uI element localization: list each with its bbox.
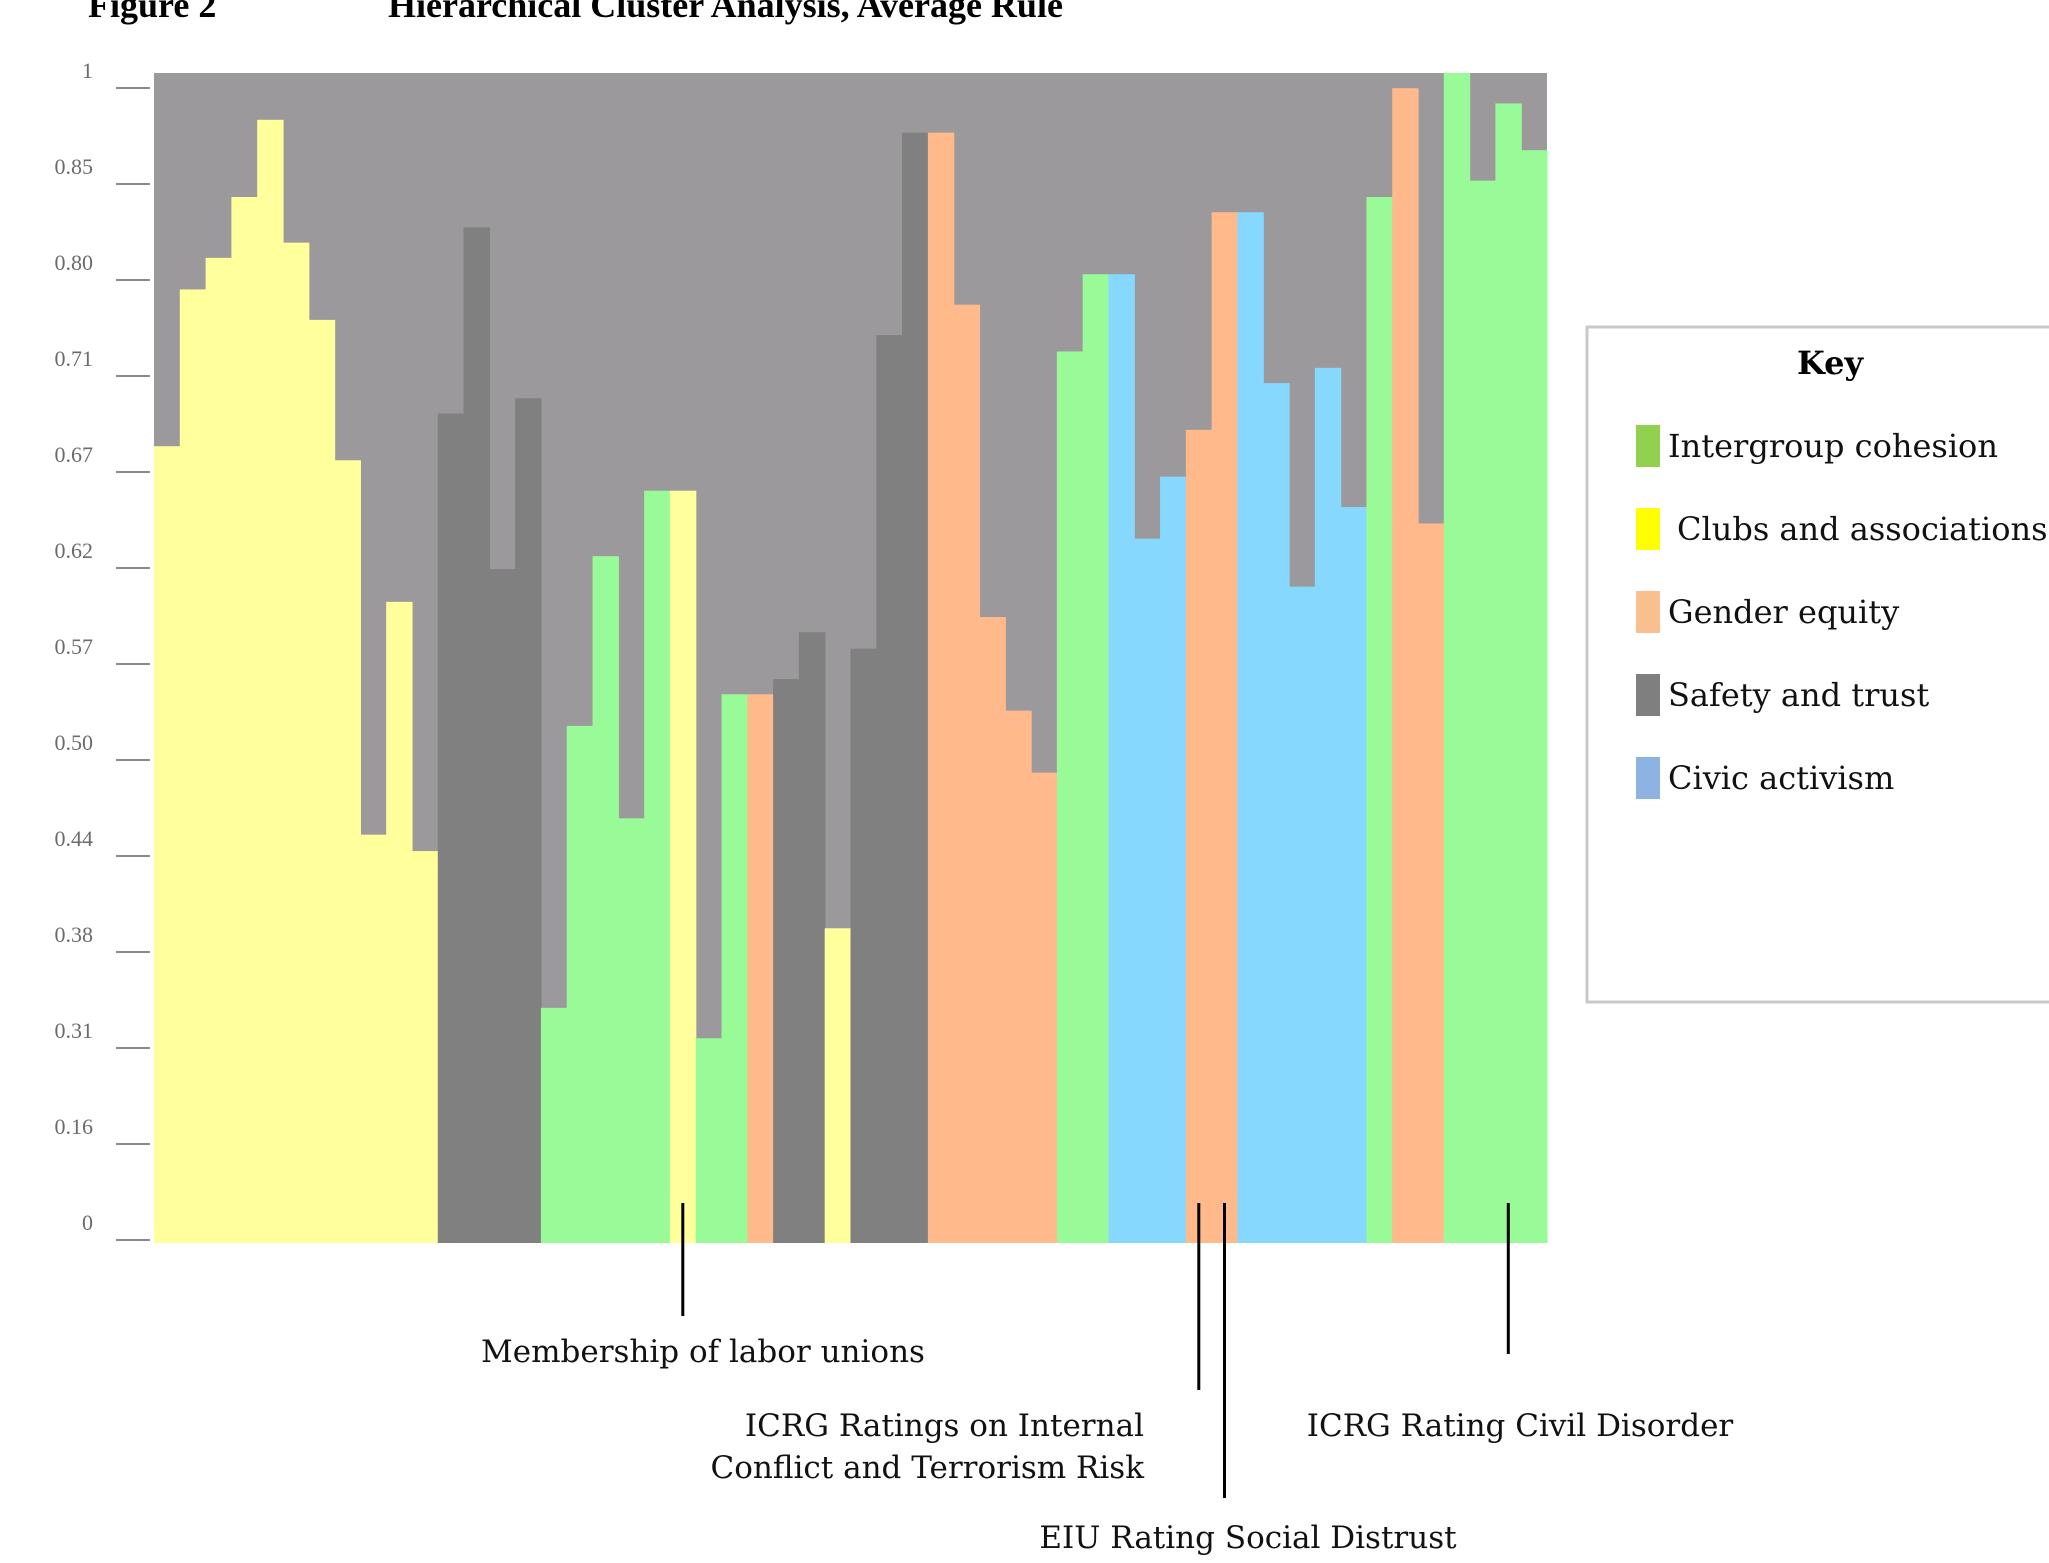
y-tick-label: 0.16: [55, 1114, 94, 1139]
bar-clubs-and-associations-2: [179, 289, 207, 1243]
bar-intergroup-cohesion-37: [1082, 274, 1110, 1243]
annotation-label: Membership of labor unions: [481, 1334, 925, 1370]
bar-safety-and-trust-12: [437, 413, 465, 1244]
bar-gender-equity-24: [747, 694, 774, 1243]
y-tick-label: 0.67: [55, 442, 94, 467]
bar-gender-equity-42: [1211, 212, 1239, 1244]
bar-civic-activism-46: [1314, 367, 1342, 1244]
bar-civic-activism-39: [1134, 538, 1161, 1243]
bar-intergroup-cohesion-48: [1366, 197, 1393, 1243]
legend-label-intergroup-cohesion: Intergroup cohesion: [1668, 427, 1998, 465]
bar-civic-activism-47: [1340, 507, 1368, 1243]
annotation-label: ICRG Ratings on Internal: [745, 1408, 1144, 1444]
y-tick-label: 0.57: [55, 634, 94, 659]
y-tick-label: 0.62: [55, 538, 94, 563]
bar-clubs-and-associations-6: [282, 242, 310, 1243]
bar-safety-and-trust-30: [902, 132, 929, 1243]
legend-label-safety-and-trust: Safety and trust: [1668, 676, 1929, 714]
bar-clubs-and-associations-27: [824, 928, 852, 1243]
bar-safety-and-trust-15: [515, 398, 542, 1243]
bar-civic-activism-45: [1289, 586, 1316, 1243]
bar-intergroup-cohesion-52: [1469, 180, 1497, 1243]
bar-intergroup-cohesion-22: [695, 1038, 723, 1243]
bar-safety-and-trust-25: [773, 679, 800, 1243]
bar-intergroup-cohesion-23: [721, 694, 748, 1243]
bar-safety-and-trust-26: [798, 632, 826, 1243]
bar-intergroup-cohesion-53: [1495, 103, 1522, 1243]
legend-label-civic-activism: Civic activism: [1668, 759, 1894, 797]
y-tick-label: 0.85: [55, 154, 94, 179]
y-tick-label: 0.31: [55, 1018, 94, 1043]
bar-gender-equity-33: [979, 617, 1006, 1243]
y-tick-label: 0.80: [55, 250, 94, 275]
y-tick-label: 0: [82, 1210, 93, 1235]
bar-clubs-and-associations-4: [231, 197, 258, 1243]
bar-intergroup-cohesion-20: [644, 490, 671, 1243]
legend-box: [1585, 325, 2049, 1004]
bar-intergroup-cohesion-18: [592, 556, 619, 1243]
bar-gender-equity-50: [1418, 523, 1445, 1243]
bar-clubs-and-associations-21: [669, 490, 697, 1243]
y-axis: 1 0.85 0.80 0.71 0.67 0.62 0.57 0.50 0.44 0.38 0.3…: [55, 58, 150, 1241]
bar-intergroup-cohesion-51: [1443, 73, 1471, 1243]
bars-group: [154, 73, 1548, 1244]
bar-civic-activism-44: [1263, 383, 1290, 1243]
bar-clubs-and-associations-11: [411, 851, 439, 1243]
bar-clubs-and-associations-7: [308, 319, 336, 1243]
bar-gender-equity-49: [1392, 88, 1419, 1244]
bar-clubs-and-associations-1: [154, 446, 181, 1244]
bar-safety-and-trust-14: [489, 569, 516, 1243]
y-tick-label: 0.44: [55, 826, 94, 851]
bar-clubs-and-associations-9: [360, 834, 387, 1243]
bar-clubs-and-associations-5: [257, 119, 284, 1243]
bar-gender-equity-32: [953, 304, 981, 1243]
bar-civic-activism-43: [1237, 212, 1264, 1244]
bar-intergroup-cohesion-36: [1056, 351, 1084, 1244]
bar-intergroup-cohesion-19: [618, 818, 645, 1243]
figure-label: Figure 2: [88, 0, 216, 25]
bar-intergroup-cohesion-54: [1521, 150, 1548, 1244]
annotation-label: Conflict and Terrorism Risk: [710, 1450, 1144, 1486]
y-tick-label: 1: [82, 58, 93, 83]
figure-title: Hierarchical Cluster Analysis, Average R…: [388, 0, 1063, 25]
y-tick-label: 0.38: [55, 922, 94, 947]
legend-swatch-civic-activism: [1636, 757, 1660, 799]
y-tick-label: 0.50: [55, 730, 94, 755]
bar-civic-activism-40: [1160, 476, 1187, 1243]
bar-clubs-and-associations-10: [386, 601, 413, 1243]
bar-intergroup-cohesion-17: [566, 725, 594, 1243]
annotation-label: ICRG Rating Civil Disorder: [1307, 1408, 1734, 1444]
legend-label-gender-equity: Gender equity: [1668, 593, 1899, 631]
legend: Key Intergroup cohesion Clubs and associa…: [1585, 325, 2049, 1004]
bar-intergroup-cohesion-16: [540, 1007, 568, 1243]
legend-swatch-gender-equity: [1636, 591, 1660, 633]
legend-swatch-intergroup-cohesion: [1636, 425, 1660, 467]
legend-swatch-clubs-and-associations: [1636, 508, 1660, 550]
annotation-label: EIU Rating Social Distrust: [1039, 1520, 1457, 1556]
bar-clubs-and-associations-3: [205, 257, 232, 1243]
bar-gender-equity-31: [927, 132, 955, 1243]
legend-label-clubs-and-associations: Clubs and associations: [1677, 510, 2048, 548]
bar-safety-and-trust-29: [876, 335, 903, 1244]
bar-safety-and-trust-13: [463, 227, 490, 1243]
bar-safety-and-trust-28: [850, 648, 877, 1243]
bar-gender-equity-41: [1185, 429, 1213, 1244]
legend-title: Key: [1797, 344, 1864, 382]
bar-gender-equity-34: [1005, 710, 1032, 1243]
annotations-group: Membership of labor unions ICRG Ratings o…: [481, 1203, 1733, 1556]
bar-gender-equity-35: [1031, 772, 1058, 1243]
y-tick-label: 0.71: [55, 346, 94, 371]
bar-civic-activism-38: [1108, 274, 1135, 1243]
bar-clubs-and-associations-8: [334, 460, 361, 1243]
legend-swatch-safety-and-trust: [1636, 674, 1660, 716]
